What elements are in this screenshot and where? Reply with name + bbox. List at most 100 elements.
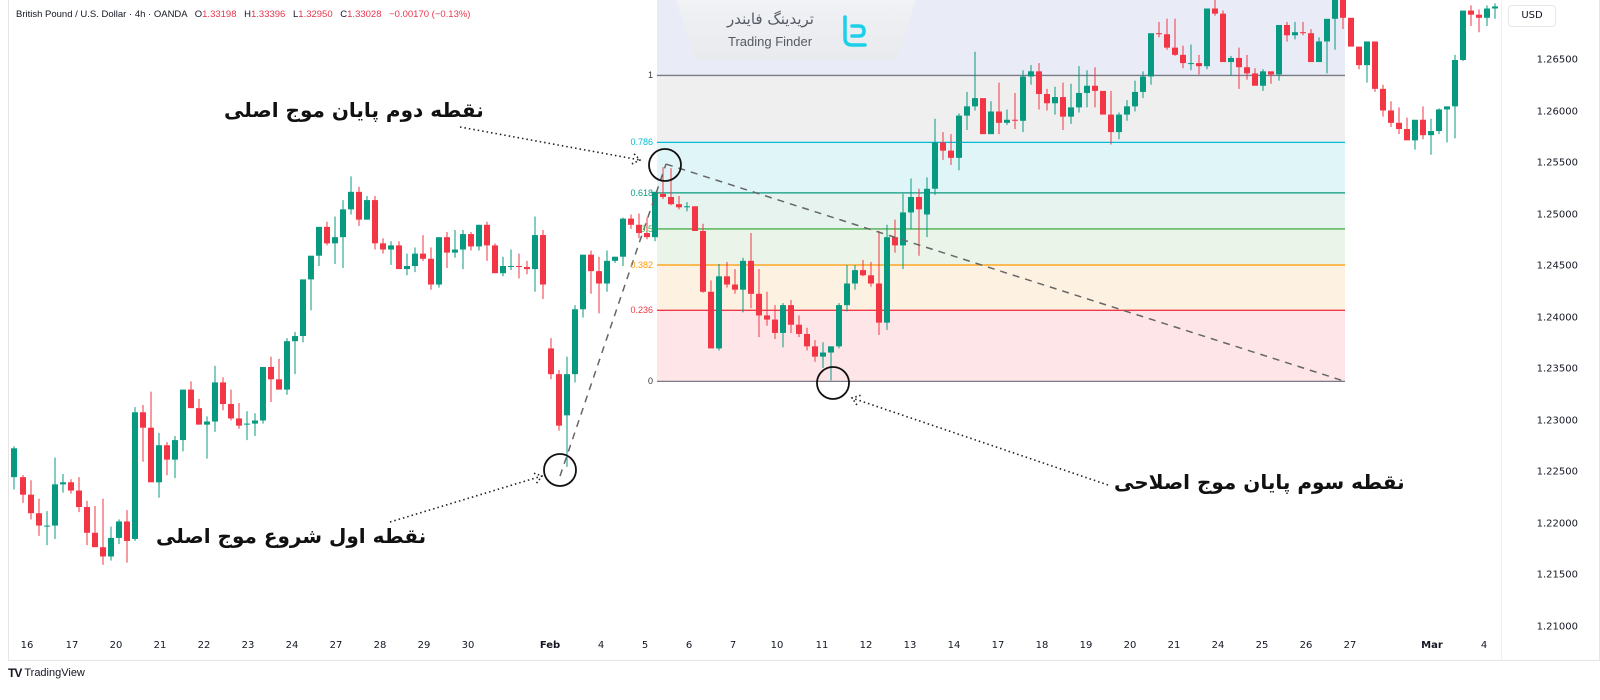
- candle-body: [988, 111, 994, 135]
- time-tick-label: 26: [1299, 640, 1313, 651]
- candle-body: [644, 233, 650, 238]
- candle-body: [1284, 24, 1290, 36]
- price-axis[interactable]: 1.26500 1.26000 1.25500 1.25000 1.24500 1.240…: [1501, 0, 1598, 660]
- candle-body: [1268, 71, 1274, 75]
- time-tick-label: 19: [1079, 640, 1093, 651]
- candle-body: [1356, 46, 1362, 66]
- candle-body: [1236, 57, 1242, 68]
- time-tick-label: 28: [373, 640, 387, 651]
- candle-body: [524, 267, 530, 270]
- candle-body: [1260, 71, 1266, 86]
- candle-body: [708, 291, 714, 349]
- time-tick-label: 25: [1255, 640, 1269, 651]
- symbol-legend[interactable]: British Pound / U.S. Dollar · 4h · OANDA…: [16, 9, 471, 20]
- time-tick-label: 14: [947, 640, 961, 651]
- candle-body: [772, 319, 778, 333]
- arrow-head-icon: [533, 472, 544, 484]
- candle-body: [732, 284, 738, 290]
- open-value: 1.33198: [202, 9, 237, 20]
- candle-body: [156, 445, 162, 483]
- time-axis[interactable]: 16 17 20 21 22 23 24 27 28 29 30 Feb 4 5 6 7 10 11 12 13 14 1…: [8, 636, 1501, 658]
- time-tick-label: 22: [197, 640, 211, 651]
- candle-body: [844, 283, 850, 306]
- candle-body: [348, 191, 354, 210]
- annotation-point-1: نقطه اول شروع موج اصلی: [156, 524, 427, 548]
- annotation-point-2: نقطه دوم پایان موج اصلی: [224, 98, 484, 122]
- currency-selector[interactable]: USD: [1508, 5, 1556, 27]
- candle-body: [236, 418, 242, 426]
- candle-body: [1036, 71, 1042, 94]
- time-tick-label: 10: [770, 640, 784, 651]
- candle-body: [1388, 110, 1394, 123]
- candle-body: [508, 266, 514, 267]
- time-tick-label: 4: [1480, 640, 1488, 651]
- candle-body: [1404, 129, 1410, 141]
- candle-body: [452, 249, 458, 253]
- wave-point-circle: [648, 148, 682, 182]
- annotation-pointer: [459, 126, 641, 161]
- candle-body: [1100, 90, 1106, 115]
- candle-body: [36, 513, 42, 526]
- candle-body: [796, 324, 802, 334]
- candle-body: [940, 142, 946, 151]
- candle-body: [1252, 73, 1258, 86]
- high-value: 1.33396: [251, 9, 286, 20]
- price-tick-label: 1.24000: [1536, 312, 1578, 323]
- candle-body: [1300, 32, 1306, 34]
- candle-body: [724, 276, 730, 285]
- watermark-name-en: Trading Finder: [728, 34, 813, 49]
- candle-body: [1044, 93, 1050, 104]
- candle-body: [1172, 47, 1178, 55]
- candle-body: [1228, 57, 1234, 63]
- time-tick-label: 21: [153, 640, 167, 651]
- candle-body: [1020, 76, 1026, 121]
- candle-body: [1212, 8, 1218, 14]
- fib-zone: [657, 75, 1345, 143]
- candle-body: [812, 346, 818, 357]
- candle-body: [828, 346, 834, 353]
- candle-body: [372, 200, 378, 244]
- candle-body: [628, 218, 634, 225]
- candle-body: [852, 270, 858, 284]
- fib-level-label: 0: [647, 376, 653, 387]
- candle-body: [916, 196, 922, 210]
- candle-body: [692, 206, 698, 231]
- candle-body: [892, 237, 898, 246]
- time-tick-label: 23: [241, 640, 255, 651]
- candle-body: [172, 440, 178, 460]
- candle-body: [548, 348, 554, 375]
- candle-body: [1372, 41, 1378, 89]
- candle-body: [1492, 6, 1498, 9]
- candle-body: [132, 412, 138, 539]
- candle-body: [1436, 109, 1442, 132]
- candle-body: [11, 448, 17, 478]
- candle-body: [188, 389, 194, 409]
- candle-body: [1468, 10, 1474, 15]
- arrow-head-icon: [631, 152, 642, 165]
- candle-body: [540, 235, 546, 285]
- time-tick-label: 20: [109, 640, 123, 651]
- symbol-name: British Pound / U.S. Dollar: [16, 9, 127, 20]
- candle-body: [116, 521, 122, 538]
- candle-body: [1316, 41, 1322, 63]
- candle-body: [1420, 119, 1426, 136]
- candle-body: [1332, 0, 1338, 19]
- candle-body: [556, 374, 562, 426]
- candle-body: [340, 209, 346, 238]
- candle-body: [1396, 122, 1402, 130]
- candle-body: [396, 245, 402, 270]
- candle-body: [460, 234, 466, 250]
- time-tick-label: 5: [641, 640, 649, 651]
- candle-body: [932, 142, 938, 189]
- candle-body: [1124, 106, 1130, 115]
- candle-body: [580, 254, 586, 310]
- candle-body: [532, 235, 538, 270]
- candle-body: [1180, 54, 1186, 64]
- candle-body: [1412, 119, 1418, 141]
- candle-body: [1196, 63, 1202, 67]
- tradingview-branding[interactable]: TV TradingView: [8, 666, 85, 680]
- candle-body: [28, 494, 34, 514]
- candle-body: [660, 193, 666, 197]
- candle-body: [700, 230, 706, 292]
